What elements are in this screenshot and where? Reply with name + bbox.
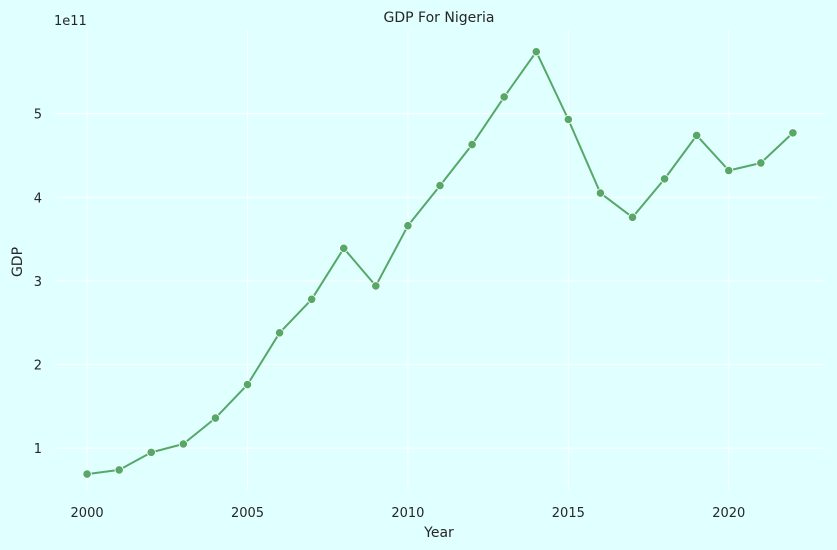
data-point [595,188,606,198]
data-point [467,139,477,150]
data-point [178,439,188,449]
data-point [307,294,317,304]
data-point [146,447,156,457]
axes: 2000 2005 2010 2015 2020 1 2 3 4 5 [34,108,746,521]
x-tick-label: 2020 [712,506,745,521]
y-tick-label: 1 [34,442,42,457]
data-point [724,165,734,176]
y-axis-offset-label: 1e11 [54,14,87,29]
x-tick-label: 2005 [231,506,264,521]
data-point [210,413,221,423]
data-point [531,47,541,57]
data-point [339,243,349,253]
data-point [499,92,509,102]
data-point [627,212,638,222]
y-axis-label: GDP [10,247,26,277]
x-tick-label: 2015 [552,506,585,521]
data-point [403,221,413,231]
data-point [114,465,124,475]
x-tick-label: 2010 [391,506,424,521]
x-axis-label: Year [423,525,454,541]
y-tick-label: 3 [34,275,42,290]
data-point [788,128,798,138]
data-point [274,328,285,338]
data-point [563,114,573,125]
y-tick-label: 4 [34,191,42,206]
chart-title: GDP For Nigeria [384,10,495,26]
series [82,47,798,479]
data-point [82,469,92,479]
data-point [435,180,445,191]
data-point [371,281,381,291]
data-point [659,174,670,184]
grid [55,30,825,490]
x-tick-label: 2000 [71,506,104,521]
y-tick-label: 2 [34,359,42,374]
data-point [242,380,253,390]
series-line [86,50,794,476]
y-tick-label: 5 [34,108,42,123]
data-point [756,158,766,168]
data-point [692,130,702,140]
